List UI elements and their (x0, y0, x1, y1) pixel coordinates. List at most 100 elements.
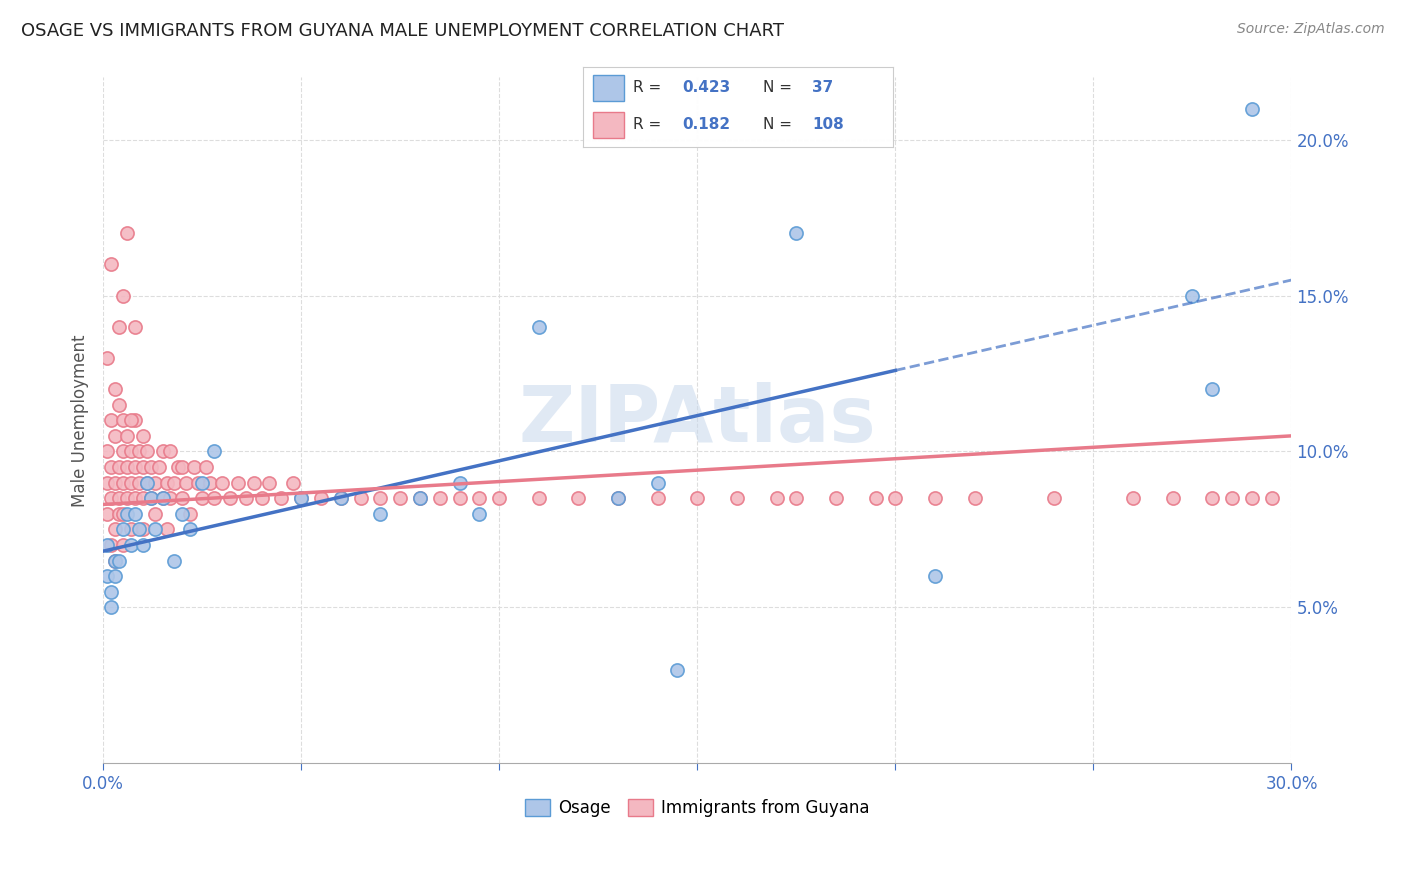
Point (104, 429, 127, 443)
Point (309, 491, 332, 506)
Point (120, 413, 142, 427)
Point (104, 475, 127, 490)
Point (111, 522, 134, 536)
Point (115, 429, 138, 443)
Point (163, 475, 186, 490)
Point (191, 491, 214, 506)
Point (96, 569, 118, 583)
Point (429, 491, 451, 506)
Point (924, 569, 946, 583)
Point (120, 522, 142, 536)
Point (155, 475, 177, 490)
Point (132, 522, 155, 536)
Text: N =: N = (763, 117, 797, 132)
Point (115, 227, 138, 241)
Point (785, 227, 807, 241)
Point (124, 491, 146, 506)
Point (132, 460, 155, 475)
Point (132, 491, 155, 506)
Point (219, 491, 242, 506)
Point (242, 475, 264, 490)
Point (765, 491, 787, 506)
Point (607, 491, 630, 506)
Point (167, 460, 190, 475)
Point (163, 553, 186, 567)
Point (139, 460, 162, 475)
Point (283, 475, 305, 490)
Point (172, 491, 194, 506)
Text: R =: R = (633, 80, 666, 95)
Point (1201, 491, 1223, 506)
Point (865, 491, 887, 506)
Point (666, 663, 689, 677)
Point (108, 553, 131, 567)
Point (108, 398, 131, 412)
Point (111, 413, 134, 427)
Point (226, 475, 249, 490)
Point (152, 491, 174, 506)
Point (1260, 491, 1282, 506)
Point (488, 491, 510, 506)
Point (135, 475, 157, 490)
Point (370, 491, 392, 506)
Point (468, 491, 491, 506)
Point (884, 491, 907, 506)
Bar (593, 75, 624, 101)
Point (1240, 491, 1263, 506)
Point (527, 319, 550, 334)
Point (349, 491, 371, 506)
Legend: Osage, Immigrants from Guyana: Osage, Immigrants from Guyana (519, 792, 876, 823)
Text: 0.423: 0.423 (682, 80, 731, 95)
Point (567, 491, 589, 506)
Point (104, 553, 127, 567)
Point (96, 475, 118, 490)
Point (124, 319, 146, 334)
Point (409, 491, 432, 506)
Point (128, 475, 150, 490)
Point (96, 538, 118, 552)
Point (143, 522, 166, 536)
Point (270, 491, 292, 506)
Point (100, 413, 122, 427)
Point (152, 444, 174, 458)
Point (250, 491, 273, 506)
Point (96, 444, 118, 458)
Point (1161, 491, 1184, 506)
Point (647, 475, 669, 490)
Point (108, 491, 131, 506)
Point (179, 522, 201, 536)
Point (370, 507, 392, 521)
Point (124, 460, 146, 475)
Point (725, 491, 748, 506)
Text: 37: 37 (813, 80, 834, 95)
Text: 0.182: 0.182 (682, 117, 731, 132)
Point (211, 475, 233, 490)
Point (111, 507, 134, 521)
Text: OSAGE VS IMMIGRANTS FROM GUYANA MALE UNEMPLOYMENT CORRELATION CHART: OSAGE VS IMMIGRANTS FROM GUYANA MALE UNE… (21, 22, 785, 40)
Point (115, 491, 138, 506)
Point (104, 569, 127, 583)
Point (135, 444, 157, 458)
Point (132, 538, 155, 552)
Point (148, 460, 170, 475)
Point (108, 460, 131, 475)
Point (389, 491, 412, 506)
Point (1240, 102, 1263, 116)
Point (152, 491, 174, 506)
Point (647, 491, 669, 506)
Point (128, 444, 150, 458)
Point (96, 507, 118, 521)
Point (100, 257, 122, 271)
Point (449, 475, 471, 490)
Point (124, 507, 146, 521)
Point (686, 491, 709, 506)
Point (198, 475, 221, 490)
Point (143, 507, 166, 521)
Text: N =: N = (763, 80, 797, 95)
Y-axis label: Male Unemployment: Male Unemployment (72, 334, 89, 507)
Point (329, 491, 352, 506)
Point (135, 475, 157, 490)
Point (1220, 491, 1243, 506)
Point (115, 507, 138, 521)
Point (1042, 491, 1064, 506)
